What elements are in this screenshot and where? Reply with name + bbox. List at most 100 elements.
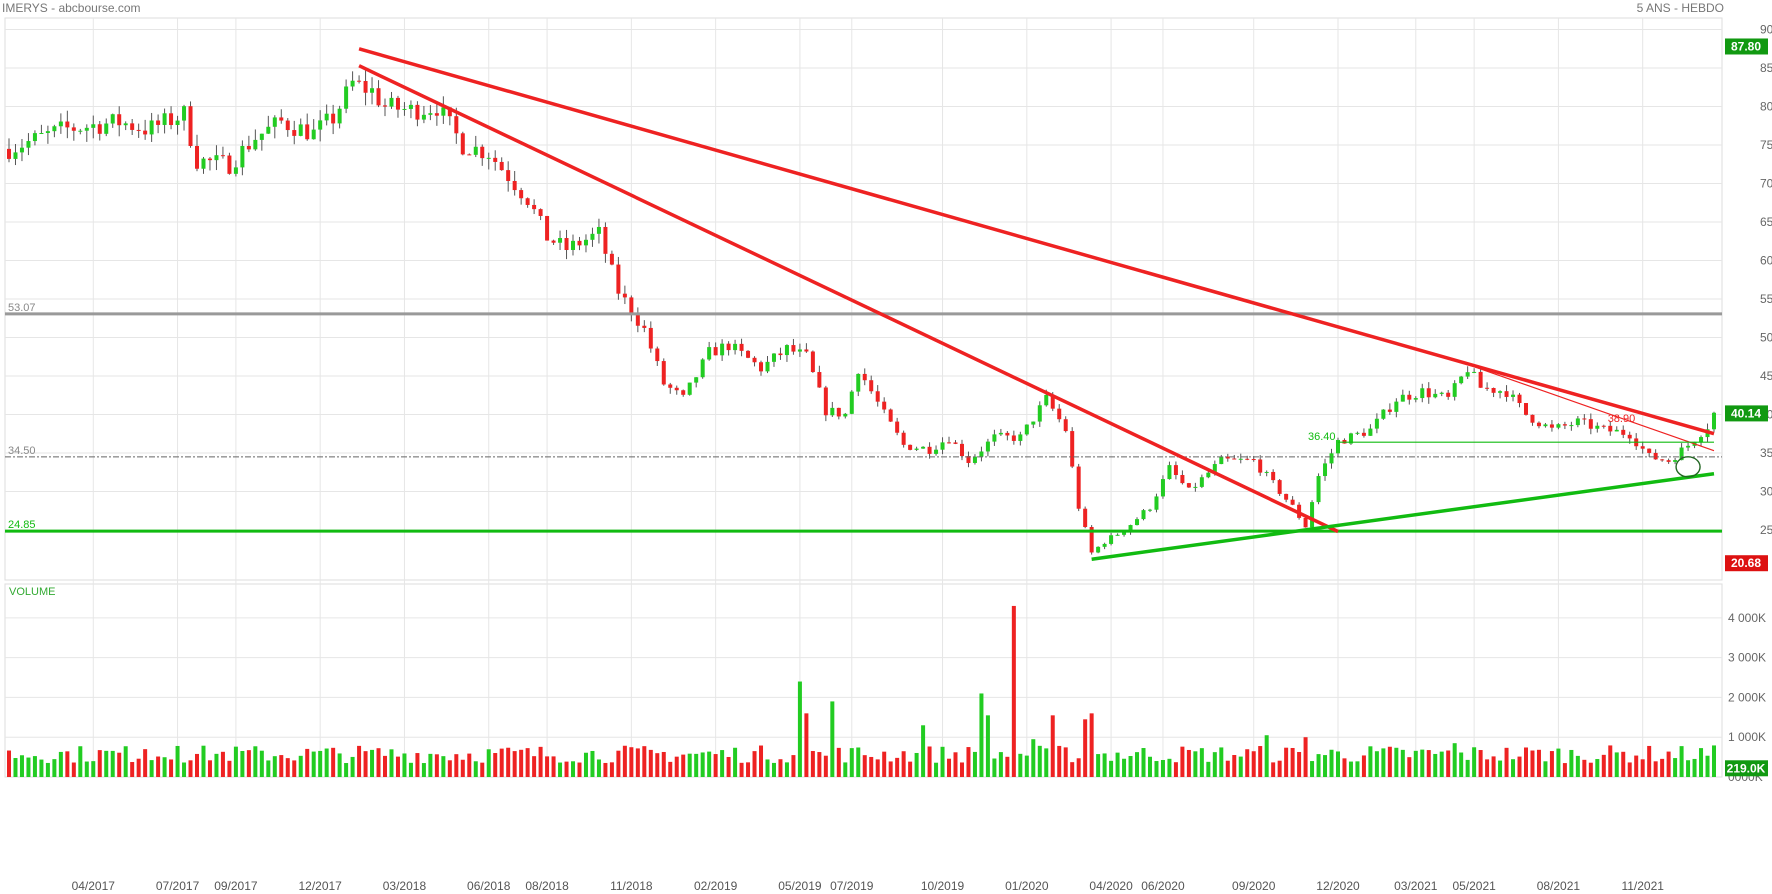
candle bbox=[720, 343, 725, 356]
volume-bar bbox=[1323, 755, 1328, 777]
candle bbox=[1485, 387, 1490, 389]
candle bbox=[156, 120, 161, 125]
candle bbox=[1284, 493, 1289, 500]
time-tick-label: 04/2017 bbox=[72, 879, 116, 893]
time-tick-label: 08/2021 bbox=[1537, 879, 1581, 893]
volume-bar bbox=[408, 762, 413, 777]
candle bbox=[921, 446, 926, 449]
volume-bar bbox=[642, 746, 647, 777]
price-tick-label: 55.00 bbox=[1760, 292, 1772, 306]
candle bbox=[318, 120, 323, 130]
volume-bar bbox=[1180, 746, 1185, 777]
volume-bar bbox=[195, 753, 200, 777]
volume-bar bbox=[84, 761, 89, 777]
volume-bar bbox=[272, 756, 277, 777]
candle bbox=[1232, 458, 1237, 460]
volume-bar bbox=[1199, 748, 1204, 777]
candle bbox=[1147, 509, 1152, 511]
candle bbox=[1549, 424, 1554, 428]
volume-bar bbox=[305, 748, 310, 777]
candle bbox=[1374, 418, 1379, 429]
volume-bar bbox=[992, 758, 997, 777]
chart-period[interactable]: 5 ANS - HEBDO bbox=[1636, 1, 1724, 15]
volume-bar bbox=[1686, 760, 1691, 777]
candle bbox=[875, 391, 880, 402]
volume-bar bbox=[447, 760, 452, 777]
volume-bar bbox=[45, 762, 50, 777]
candle bbox=[985, 441, 990, 452]
volume-bar bbox=[1070, 762, 1075, 777]
candle bbox=[1627, 434, 1632, 439]
candle bbox=[992, 434, 997, 442]
volume-bar bbox=[324, 748, 329, 777]
volume-bar bbox=[169, 759, 174, 777]
candle bbox=[765, 361, 770, 372]
candle bbox=[1361, 432, 1366, 436]
candle bbox=[966, 456, 971, 463]
time-tick-label: 11/2018 bbox=[610, 879, 653, 893]
volume-bar bbox=[1089, 713, 1094, 777]
volume-bar bbox=[908, 761, 913, 777]
volume-bar bbox=[707, 751, 712, 777]
candles bbox=[6, 68, 1717, 555]
price-tick-label: 50.00 bbox=[1760, 330, 1772, 344]
volume-bar bbox=[441, 756, 446, 777]
candle bbox=[1660, 459, 1665, 461]
volume-bar bbox=[318, 750, 323, 777]
time-tick-label: 04/2020 bbox=[1089, 879, 1133, 893]
candle bbox=[972, 456, 977, 463]
volume-bar bbox=[19, 755, 24, 777]
volume-bar bbox=[622, 745, 627, 777]
volume-bar bbox=[493, 753, 498, 777]
candle bbox=[583, 239, 588, 246]
volume-bar bbox=[1050, 715, 1055, 777]
volume-bar bbox=[1575, 755, 1580, 777]
candle bbox=[953, 442, 958, 444]
volume-bar bbox=[143, 749, 148, 777]
candle bbox=[1251, 459, 1256, 461]
candle bbox=[733, 343, 738, 351]
volume-bar bbox=[311, 751, 316, 777]
price-tick-label: 85.00 bbox=[1760, 61, 1772, 75]
candle bbox=[1446, 392, 1451, 397]
volume-bar bbox=[635, 748, 640, 777]
volume-bar bbox=[58, 751, 63, 777]
volume-bar bbox=[1115, 752, 1120, 777]
volume-bar bbox=[934, 762, 939, 777]
volume-bar bbox=[1160, 760, 1165, 777]
candle bbox=[408, 104, 413, 109]
candle bbox=[1666, 460, 1671, 462]
candle bbox=[668, 384, 673, 388]
candle bbox=[804, 349, 809, 352]
volume-bar bbox=[1057, 745, 1062, 777]
volume-bar bbox=[1147, 756, 1152, 777]
volume-bar bbox=[1044, 748, 1049, 777]
volume-bar bbox=[519, 749, 524, 777]
candle bbox=[1601, 425, 1606, 427]
volume-bar bbox=[661, 751, 666, 777]
volume-bar bbox=[1530, 750, 1535, 777]
time-tick-label: 09/2020 bbox=[1232, 879, 1276, 893]
candle bbox=[1686, 445, 1691, 448]
candle bbox=[84, 127, 89, 131]
volume-bar bbox=[175, 745, 180, 777]
volume-bar bbox=[1498, 760, 1503, 777]
volume-bar bbox=[1614, 752, 1619, 777]
candle bbox=[78, 130, 83, 132]
candle bbox=[1523, 403, 1528, 415]
candle bbox=[1219, 456, 1224, 465]
volume-bar bbox=[1692, 758, 1697, 777]
price-tick-label: 35.00 bbox=[1760, 446, 1772, 460]
candle bbox=[195, 145, 200, 169]
candle bbox=[934, 449, 939, 454]
candle bbox=[350, 80, 355, 87]
candle bbox=[97, 124, 102, 134]
volume-bar bbox=[402, 753, 407, 777]
volume-bar bbox=[1653, 761, 1658, 777]
candle bbox=[395, 97, 400, 110]
volume-bar bbox=[1407, 757, 1412, 777]
candle bbox=[266, 126, 271, 134]
volume-bar bbox=[123, 746, 128, 777]
candle bbox=[32, 133, 37, 142]
